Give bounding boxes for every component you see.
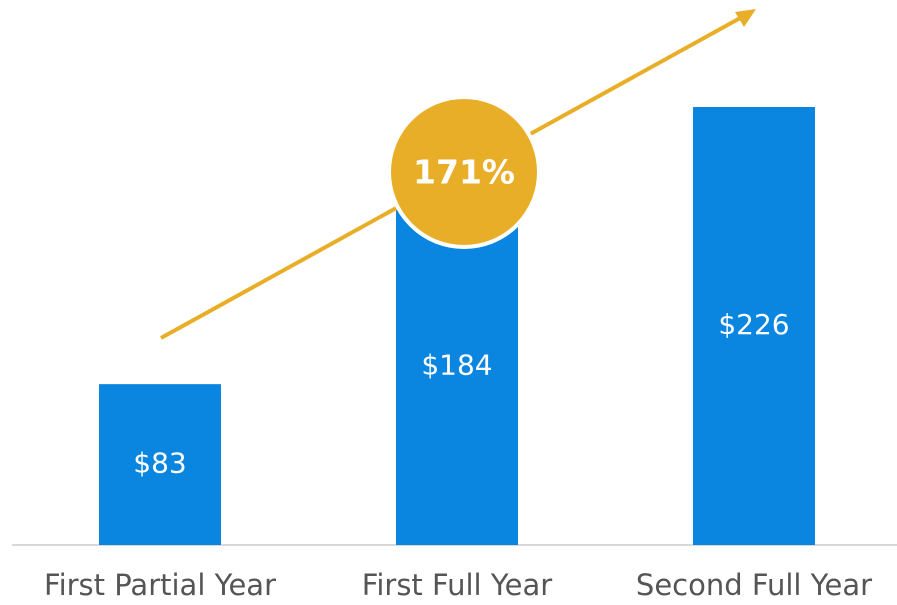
x-tick-label: First Partial Year bbox=[44, 568, 276, 602]
arrow-head bbox=[735, 9, 756, 27]
value-label: $184 bbox=[421, 349, 492, 382]
bar bbox=[99, 384, 221, 545]
annotation-text: 171% bbox=[413, 153, 515, 192]
x-tick-label: Second Full Year bbox=[636, 568, 872, 602]
x-tick-label: First Full Year bbox=[362, 568, 553, 602]
value-label: $83 bbox=[133, 447, 186, 480]
value-label: $226 bbox=[718, 308, 789, 341]
annotation-badge bbox=[387, 95, 541, 249]
bar bbox=[693, 107, 815, 545]
